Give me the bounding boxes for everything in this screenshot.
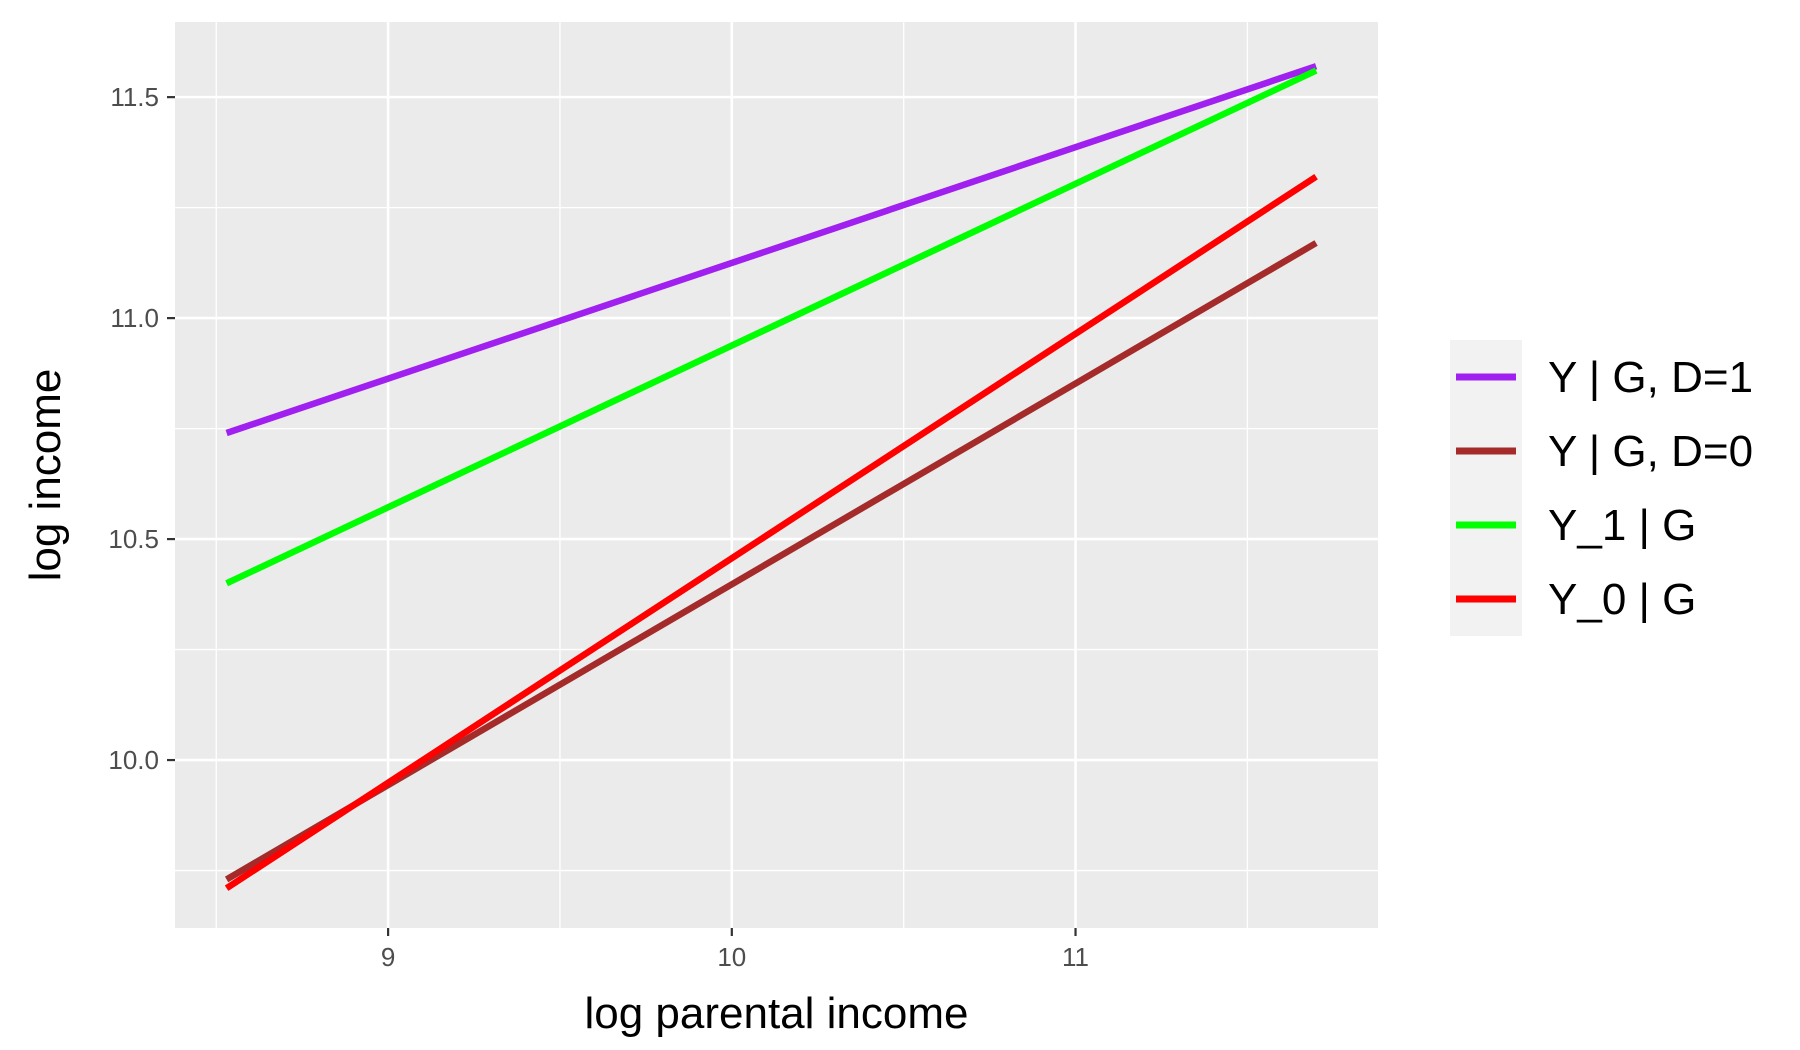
x-axis-title: log parental income [584,989,968,1038]
legend-label-2: Y | G, D=0 [1548,427,1753,476]
legend-label-3: Y_1 | G [1548,501,1696,550]
x-tick-label: 11 [1062,942,1089,972]
y-tick-label: 11.0 [110,303,159,333]
x-tick-label: 10 [717,942,746,972]
legend-label-1: Y | G, D=1 [1548,353,1753,402]
legend-label-4: Y_0 | G [1548,575,1696,624]
y-tick-label: 10.5 [108,524,159,554]
series-line-3 [225,67,1318,587]
series-lines [224,63,1318,891]
major-gridlines [175,22,1378,928]
plot-panel [175,22,1378,928]
series-line-4 [224,173,1318,891]
x-tick-label: 9 [381,942,395,972]
y-tick-label: 10.0 [108,745,159,775]
minor-gridlines [175,22,1378,928]
x-axis: 9 10 11 [381,928,1089,972]
y-axis: 10.0 10.5 11.0 11.5 [108,82,175,775]
y-tick-label: 11.5 [110,82,159,112]
y-axis-title: log income [21,369,70,582]
legend: Y | G, D=1 Y | G, D=0 Y_1 | G Y_0 | G [1450,340,1753,636]
series-line-1 [225,63,1318,437]
legend-key-background [1450,340,1522,636]
